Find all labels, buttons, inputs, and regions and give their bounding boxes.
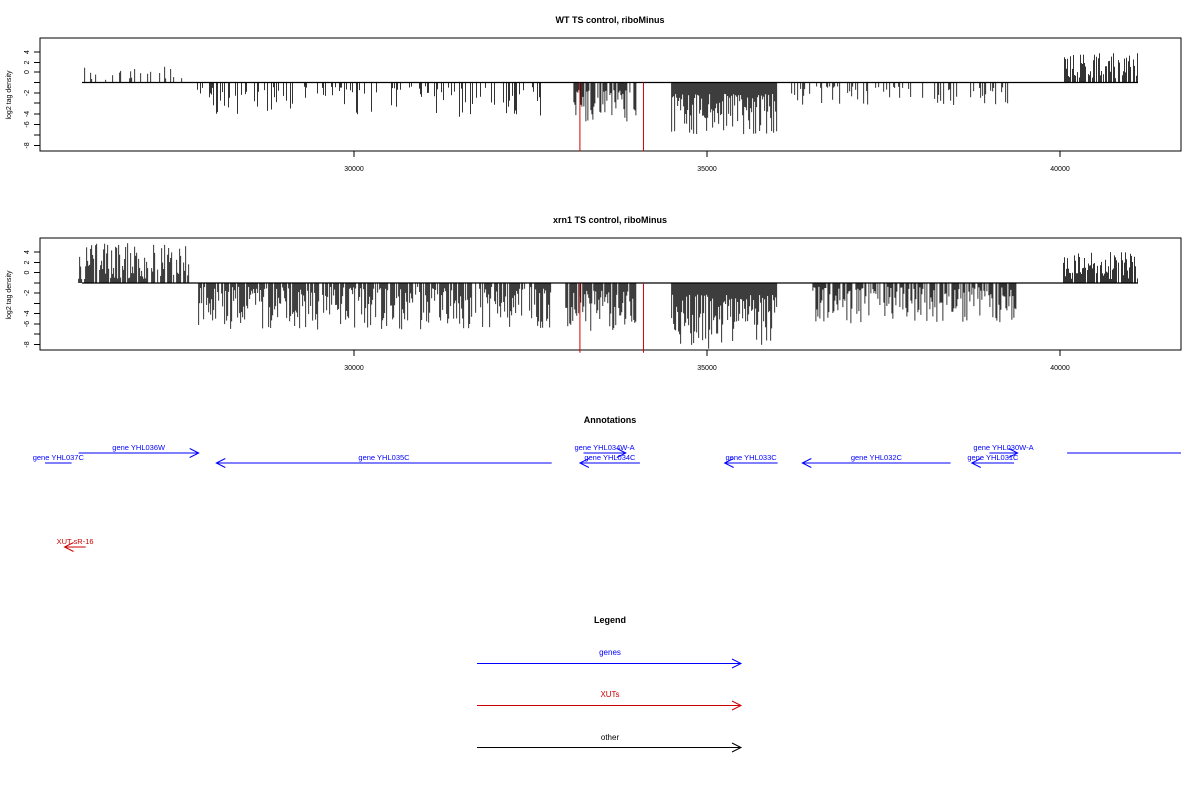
legend-label-xuts: XUTs (600, 690, 619, 699)
legend-item-genes: genes (477, 648, 743, 669)
y-tick-label: -2 (24, 290, 31, 296)
annotation-arrowhead (723, 458, 734, 468)
legend-arrowhead-other (731, 742, 743, 753)
legend: Legend genes XUTs other (477, 615, 743, 753)
legend-item-other: other (477, 733, 743, 753)
annotation-label: gene YHL030W-A (973, 443, 1033, 452)
annotation-label: XUT sR-16 (57, 537, 94, 546)
annotation-arrowhead (63, 542, 74, 552)
marker-lines-wt (579, 82, 644, 152)
marker-lines-xrn1 (579, 283, 644, 353)
legend-label-other: other (601, 733, 620, 742)
y-tick-label: 4 (24, 50, 31, 54)
y-axis-label-wt: log2 tag density (6, 70, 13, 120)
gene-arrows: gene YHL037C gene YHL036W gene YHL035C gene… (33, 443, 1181, 552)
x-axis-wt: 30000 35000 40000 (344, 151, 1070, 173)
x-tick-label: 40000 (1050, 365, 1070, 372)
density-panel-xrn1: xrn1 TS control, riboMinus log2 tag dens… (6, 215, 1182, 372)
legend-arrowhead-genes (731, 658, 743, 669)
y-axis-wt: 4 2 0 -2 -4 -6 -8 (24, 50, 40, 149)
annotations-title: Annotations (584, 415, 637, 425)
annotation-label: gene YHL033C (726, 453, 778, 462)
annotation-arrowhead (970, 458, 981, 468)
annotation-arrowhead (215, 458, 226, 468)
y-tick-label: 0 (24, 270, 31, 274)
legend-label-genes: genes (599, 648, 621, 657)
x-tick-label: 40000 (1050, 166, 1070, 173)
annotation-label: gene YHL037C (33, 453, 85, 462)
density-bars-xrn1 (78, 243, 1138, 349)
x-tick-label: 30000 (344, 166, 364, 173)
annotation-label: gene YHL032C (851, 453, 903, 462)
annotation-arrowhead (801, 458, 812, 468)
x-tick-label: 35000 (697, 166, 717, 173)
panel-title-wt: WT TS control, riboMinus (556, 15, 665, 25)
annotation-label: gene YHL034W-A (575, 443, 635, 452)
y-tick-label: -4 (24, 310, 31, 316)
y-tick-label: 2 (24, 60, 31, 64)
y-tick-label: -6 (24, 121, 31, 127)
y-tick-label: 4 (24, 250, 31, 254)
annotation-arrowhead (1008, 448, 1019, 458)
y-tick-label: 2 (24, 260, 31, 264)
density-bars-wt (84, 53, 1138, 135)
y-axis-xrn1: 4 2 0 -2 -4 -6 -8 (24, 250, 40, 348)
y-tick-label: -8 (24, 142, 31, 148)
annotation-label: gene YHL035C (358, 453, 410, 462)
plot-frame-wt (39, 37, 1182, 152)
y-tick-label: -6 (24, 321, 31, 327)
y-axis-label-xrn1: log2 tag density (6, 270, 13, 320)
plot-frame-xrn1 (39, 237, 1182, 351)
annotation-arrowhead (616, 448, 627, 458)
annotation-arrowhead (189, 448, 200, 458)
y-tick-label: -8 (24, 341, 31, 347)
annotation-label: gene YHL036W (112, 443, 166, 452)
panel-title-xrn1: xrn1 TS control, riboMinus (553, 215, 667, 225)
legend-arrowhead-xuts (731, 700, 743, 711)
legend-title: Legend (594, 615, 626, 625)
density-panel-wt: WT TS control, riboMinus log2 tag densit… (6, 15, 1182, 173)
x-axis-xrn1: 30000 35000 40000 (344, 350, 1070, 372)
annotation-label: gene YHL031C (967, 453, 1019, 462)
annotation-arrowhead (578, 458, 590, 468)
y-tick-label: 0 (24, 70, 31, 74)
x-tick-label: 35000 (697, 365, 717, 372)
annotation-label: gene YHL034C (584, 453, 636, 462)
y-tick-label: -2 (24, 90, 31, 96)
y-tick-label: -4 (24, 111, 31, 117)
legend-item-xuts: XUTs (477, 690, 743, 711)
x-tick-label: 30000 (344, 365, 364, 372)
